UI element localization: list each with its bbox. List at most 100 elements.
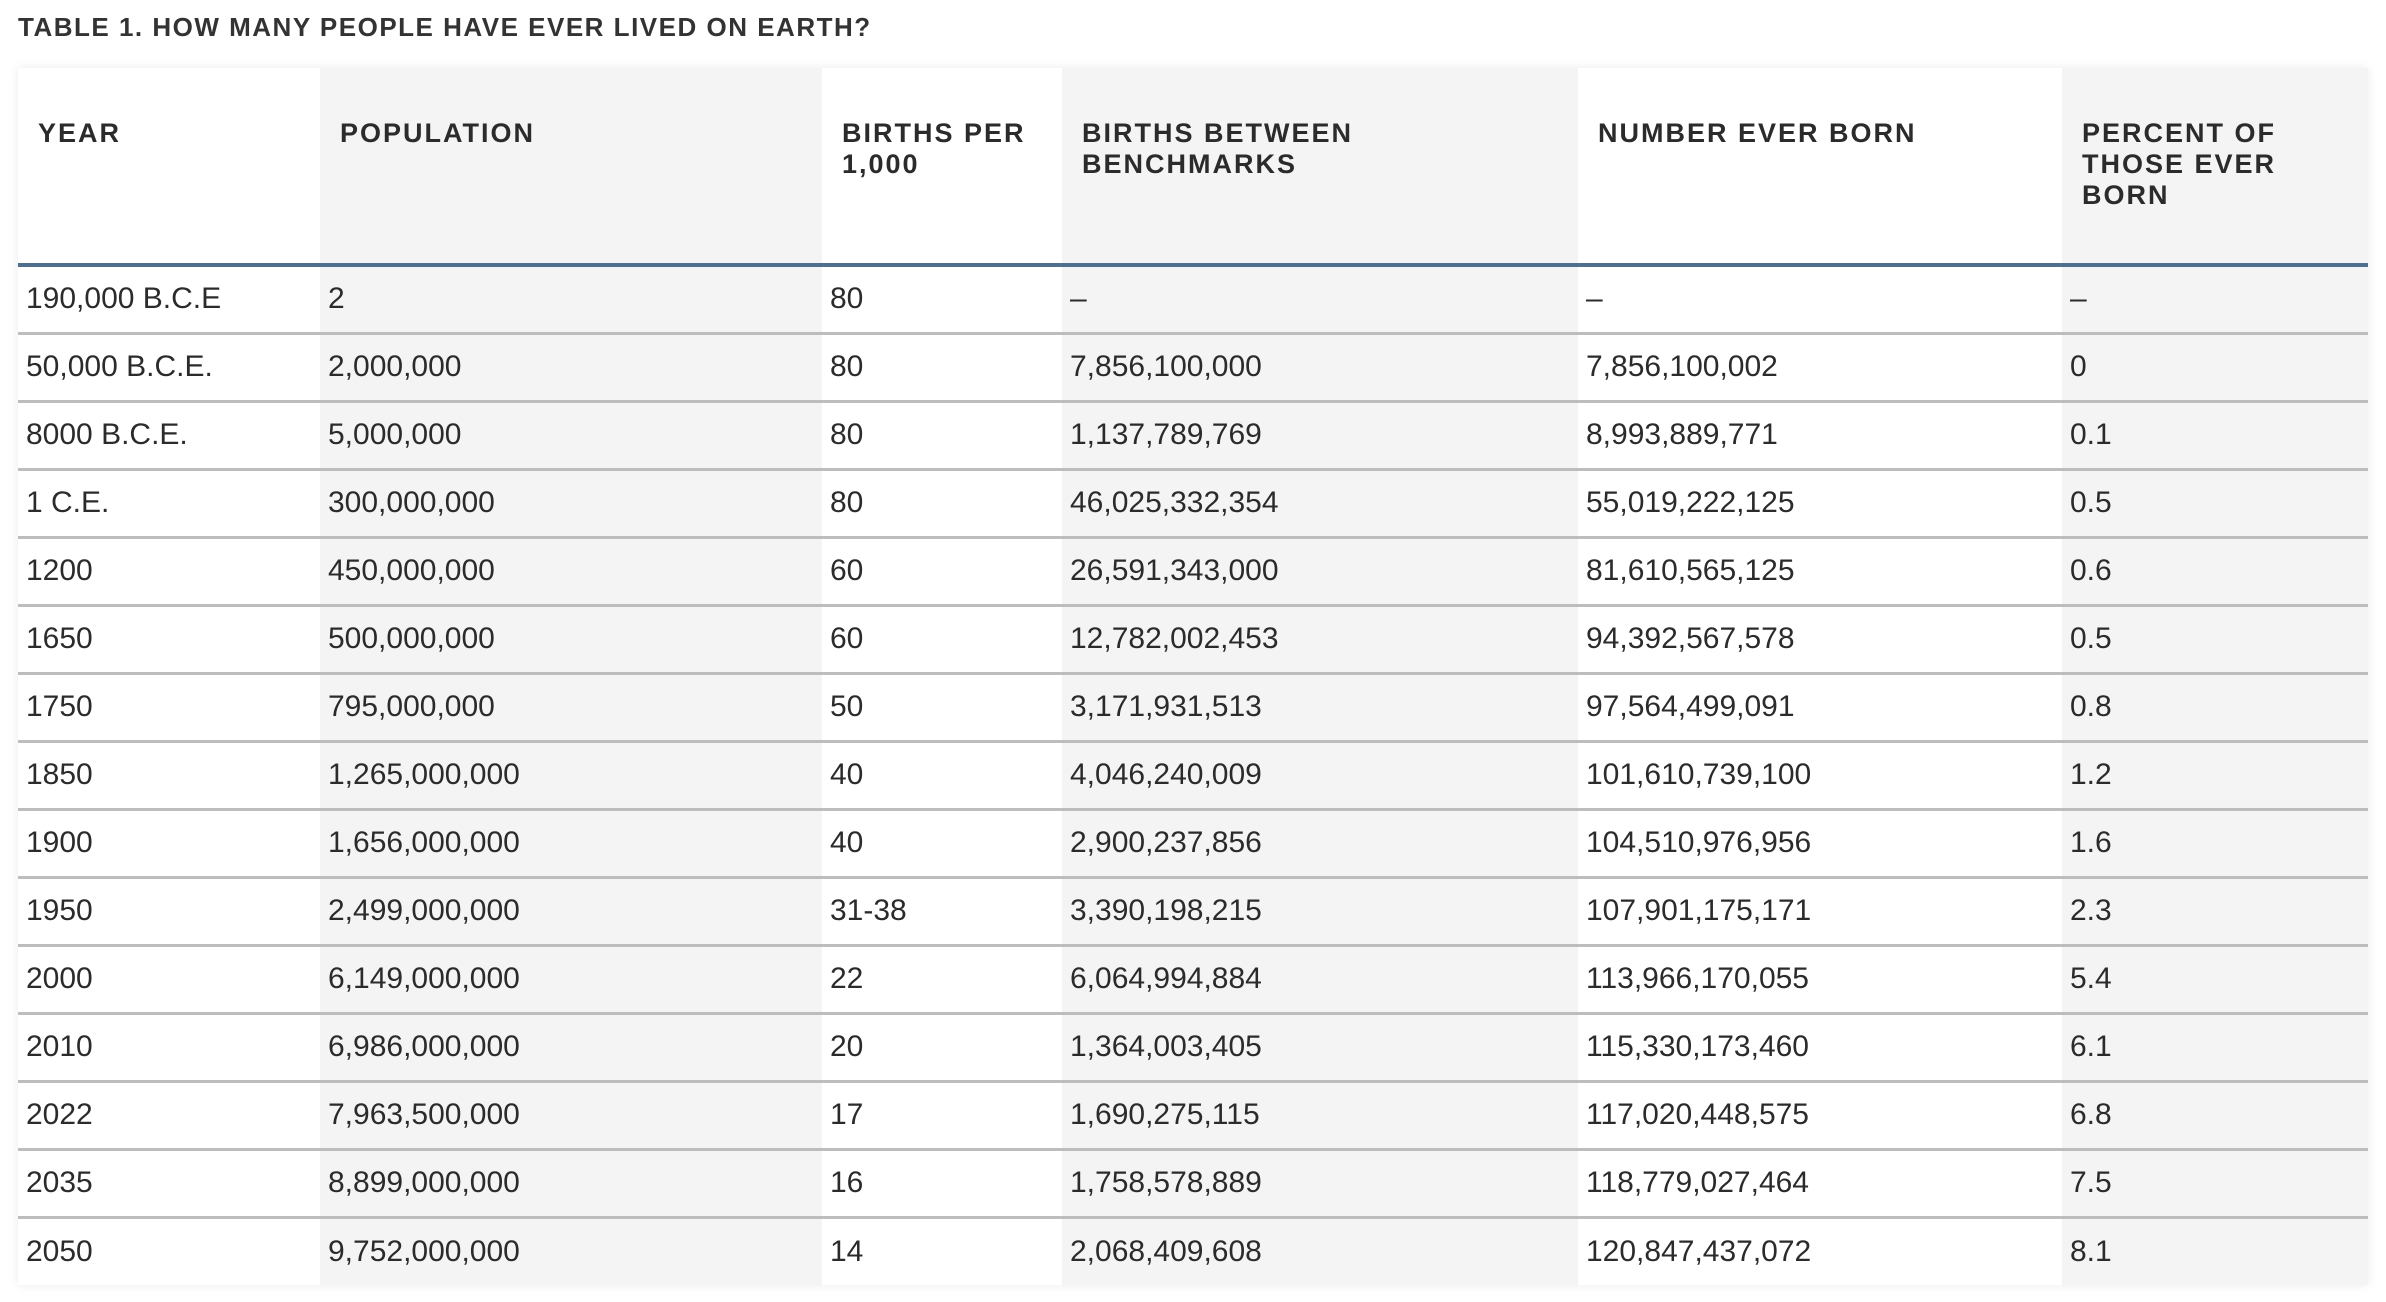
cell-percent-ever-born: 0 xyxy=(2062,333,2368,403)
cell-population: 6,149,000,000 xyxy=(320,945,822,1015)
table-row: 1200 450,000,000 60 26,591,343,000 81,610,56… xyxy=(18,537,2368,607)
cell-year: 2035 xyxy=(18,1149,320,1219)
cell-births-between-benchmarks: 2,900,237,856 xyxy=(1062,809,1578,879)
cell-number-ever-born: 97,564,499,091 xyxy=(1578,673,2062,743)
cell-number-ever-born: – xyxy=(1578,265,2062,335)
cell-births-between-benchmarks: 1,758,578,889 xyxy=(1062,1149,1578,1219)
cell-births-between-benchmarks: 4,046,240,009 xyxy=(1062,741,1578,811)
cell-births-per-1000: 80 xyxy=(822,401,1062,471)
cell-percent-ever-born: 6.8 xyxy=(2062,1081,2368,1151)
cell-births-between-benchmarks: 46,025,332,354 xyxy=(1062,469,1578,539)
column-header-percent-ever-born: PERCENT OF THOSE EVER BORN xyxy=(2062,68,2368,267)
cell-percent-ever-born: 7.5 xyxy=(2062,1149,2368,1219)
cell-population: 5,000,000 xyxy=(320,401,822,471)
cell-year: 1850 xyxy=(18,741,320,811)
table-row: 50,000 B.C.E. 2,000,000 80 7,856,100,000 7,8… xyxy=(18,333,2368,403)
table-row: 2000 6,149,000,000 22 6,064,994,884 113,966,… xyxy=(18,945,2368,1015)
cell-number-ever-born: 118,779,027,464 xyxy=(1578,1149,2062,1219)
cell-percent-ever-born: 8.1 xyxy=(2070,1234,2112,1268)
cell-births-between-benchmarks: 12,782,002,453 xyxy=(1062,605,1578,675)
cell-births-between-benchmarks: 6,064,994,884 xyxy=(1062,945,1578,1015)
cell-number-ever-born: 115,330,173,460 xyxy=(1578,1013,2062,1083)
cell-births-per-1000: 80 xyxy=(822,333,1062,403)
column-header-births-per-1000: BIRTHS PER 1,000 xyxy=(822,68,1062,267)
table-row: 2050 9,752,000,000 14 2,068,409,608 120,847,… xyxy=(18,1217,2368,1285)
cell-births-per-1000: 80 xyxy=(822,469,1062,539)
cell-population: 8,899,000,000 xyxy=(320,1149,822,1219)
cell-births-per-1000: 17 xyxy=(822,1081,1062,1151)
cell-percent-ever-born: – xyxy=(2062,265,2368,335)
cell-number-ever-born: 7,856,100,002 xyxy=(1578,333,2062,403)
table-row: 1 C.E. 300,000,000 80 46,025,332,354 55,019,… xyxy=(18,469,2368,539)
column-header-population: POPULATION xyxy=(320,68,822,267)
cell-births-per-1000: 31-38 xyxy=(822,877,1062,947)
cell-year: 1650 xyxy=(18,605,320,675)
cell-percent-ever-born: 6.1 xyxy=(2062,1013,2368,1083)
cell-births-between-benchmarks: 26,591,343,000 xyxy=(1062,537,1578,607)
cell-births-between-benchmarks: 1,137,789,769 xyxy=(1062,401,1578,471)
cell-year: 2010 xyxy=(18,1013,320,1083)
table-row: 2022 7,963,500,000 17 1,690,275,115 117,020,… xyxy=(18,1081,2368,1151)
population-table: YEAR POPULATION BIRTHS PER 1,000 BIRTHS BET… xyxy=(18,68,2368,1285)
cell-population: 9,752,000,000 xyxy=(328,1234,520,1268)
data-table-container: YEAR POPULATION BIRTHS PER 1,000 BIRTHS BET… xyxy=(18,68,2368,1285)
cell-year: 8000 B.C.E. xyxy=(18,401,320,471)
cell-population: 795,000,000 xyxy=(320,673,822,743)
cell-percent-ever-born: 0.8 xyxy=(2062,673,2368,743)
cell-percent-ever-born: 0.6 xyxy=(2062,537,2368,607)
table-row: 1900 1,656,000,000 40 2,900,237,856 104,510,… xyxy=(18,809,2368,879)
table-row: 1650 500,000,000 60 12,782,002,453 94,392,56… xyxy=(18,605,2368,675)
cell-number-ever-born: 55,019,222,125 xyxy=(1578,469,2062,539)
cell-number-ever-born: 117,020,448,575 xyxy=(1578,1081,2062,1151)
cell-percent-ever-born: 0.1 xyxy=(2062,401,2368,471)
cell-year: 1200 xyxy=(18,537,320,607)
cell-population: 1,656,000,000 xyxy=(320,809,822,879)
cell-population: 1,265,000,000 xyxy=(320,741,822,811)
cell-births-between-benchmarks: 2,068,409,608 xyxy=(1070,1234,1262,1268)
cell-births-between-benchmarks: – xyxy=(1062,265,1578,335)
cell-number-ever-born: 81,610,565,125 xyxy=(1578,537,2062,607)
cell-percent-ever-born: 1.6 xyxy=(2062,809,2368,879)
cell-year: 2050 xyxy=(26,1234,93,1268)
cell-population: 7,963,500,000 xyxy=(320,1081,822,1151)
cell-year: 2022 xyxy=(18,1081,320,1151)
cell-year: 50,000 B.C.E. xyxy=(18,333,320,403)
cell-year: 2000 xyxy=(18,945,320,1015)
cell-births-per-1000: 22 xyxy=(822,945,1062,1015)
table-row: 8000 B.C.E. 5,000,000 80 1,137,789,769 8,993… xyxy=(18,401,2368,471)
cell-number-ever-born: 101,610,739,100 xyxy=(1578,741,2062,811)
table-row: 1950 2,499,000,000 31-38 3,390,198,215 107,9… xyxy=(18,877,2368,947)
table-row: 190,000 B.C.E 2 80– – – xyxy=(18,265,2368,335)
table-row: 2035 8,899,000,000 16 1,758,578,889 118,779,… xyxy=(18,1149,2368,1219)
cell-number-ever-born: 107,901,175,171 xyxy=(1578,877,2062,947)
cell-population: 6,986,000,000 xyxy=(320,1013,822,1083)
cell-births-between-benchmarks: 1,364,003,405 xyxy=(1062,1013,1578,1083)
cell-population: 500,000,000 xyxy=(320,605,822,675)
cell-population: 300,000,000 xyxy=(320,469,822,539)
table-row: 1850 1,265,000,000 40 4,046,240,009 101,610,… xyxy=(18,741,2368,811)
cell-births-between-benchmarks: 7,856,100,000 xyxy=(1062,333,1578,403)
cell-year: 1900 xyxy=(18,809,320,879)
cell-births-per-1000: 14 xyxy=(830,1234,864,1268)
table-title: TABLE 1. HOW MANY PEOPLE HAVE EVER LIVED… xyxy=(18,12,872,42)
header-row: YEAR POPULATION BIRTHS PER 1,000 BIRTHS BET… xyxy=(18,68,2368,267)
cell-year: 190,000 B.C.E xyxy=(18,265,320,335)
cell-year: 1950 xyxy=(18,877,320,947)
cell-population: 2,000,000 xyxy=(320,333,822,403)
cell-population: 2 xyxy=(320,265,822,335)
column-header-births-between-benchmarks: BIRTHS BETWEEN BENCHMARKS xyxy=(1062,68,1578,267)
cell-births-per-1000: 50 xyxy=(822,673,1062,743)
cell-percent-ever-born: 0.5 xyxy=(2062,469,2368,539)
cell-population: 450,000,000 xyxy=(320,537,822,607)
cell-population: 2,499,000,000 xyxy=(320,877,822,947)
cell-percent-ever-born: 0.5 xyxy=(2062,605,2368,675)
cell-number-ever-born: 120,847,437,072 xyxy=(1586,1234,1812,1268)
cell-births-between-benchmarks: 3,390,198,215 xyxy=(1062,877,1578,947)
cell-year: 1750 xyxy=(18,673,320,743)
cell-number-ever-born: 104,510,976,956 xyxy=(1578,809,2062,879)
cell-percent-ever-born: 5.4 xyxy=(2062,945,2368,1015)
column-header-year: YEAR xyxy=(18,68,320,267)
cell-births-per-1000: 80 xyxy=(822,265,1062,335)
cell-births-between-benchmarks: 3,171,931,513 xyxy=(1062,673,1578,743)
cell-percent-ever-born: 1.2 xyxy=(2062,741,2368,811)
